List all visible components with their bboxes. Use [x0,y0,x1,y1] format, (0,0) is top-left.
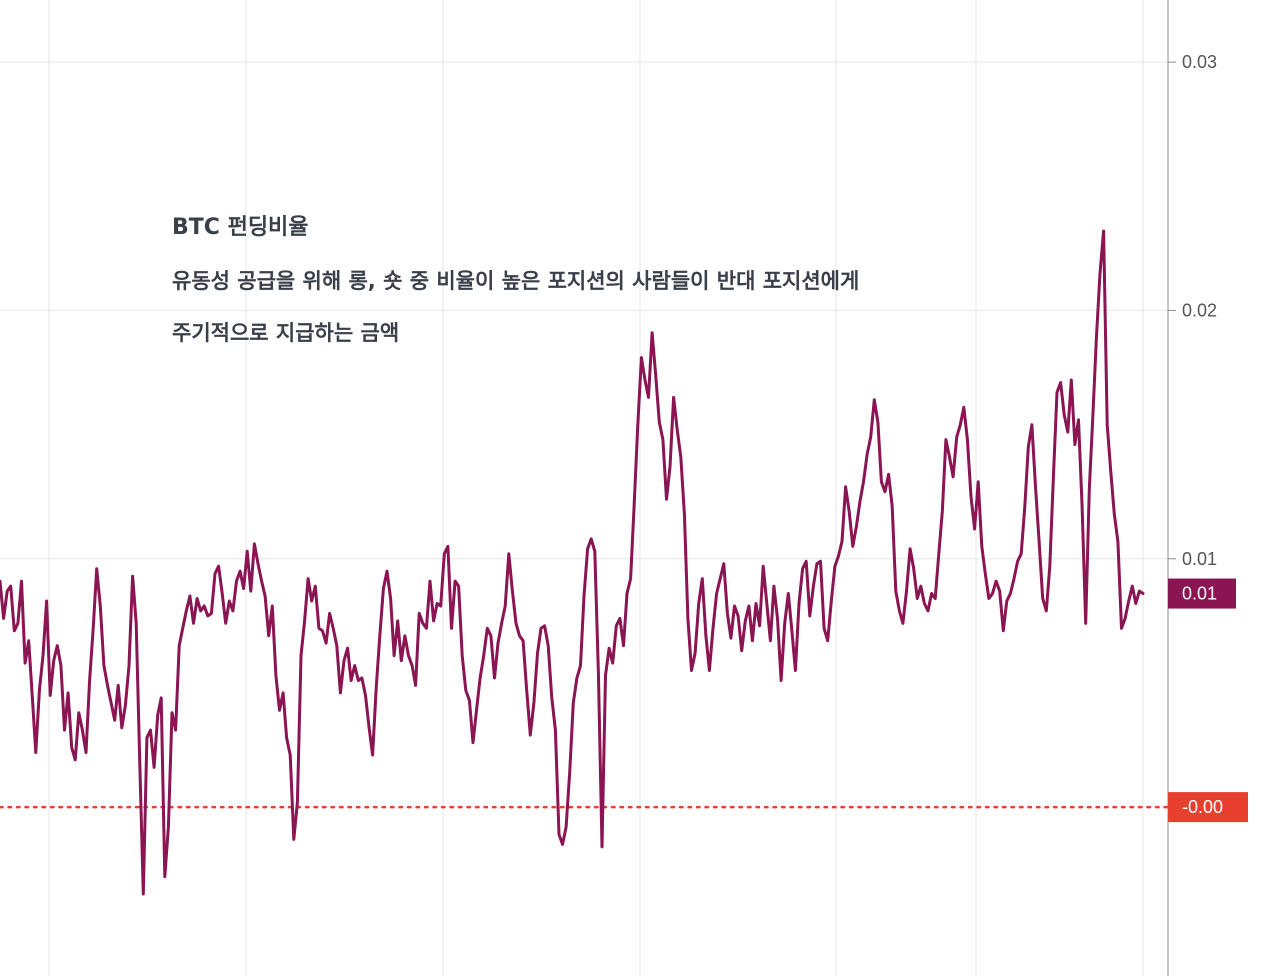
last-value-badge: 0.01 [1168,578,1236,609]
y-axis-ticks: 0.03 0.02 0.01 [1168,52,1217,569]
chart-title: BTC 펀딩비율 [172,215,309,240]
y-tick-label: 0.01 [1182,549,1217,569]
annotation-line-2: 주기적으로 지급하는 금액 [172,321,399,345]
y-tick-label: 0.02 [1182,300,1217,320]
grid [0,0,1168,976]
zero-value-label: -0.00 [1182,797,1223,817]
last-value-label: 0.01 [1182,584,1217,604]
series-line [0,229,1145,896]
zero-value-badge-bg [1168,792,1248,823]
y-tick-label: 0.03 [1182,52,1217,72]
annotation-line-1: 유동성 공급을 위해 롱, 숏 중 비율이 높은 포지션의 사람들이 반대 포지… [172,269,859,293]
zero-value-badge: -0.00 [1168,792,1248,823]
last-value-badge-bg [1168,578,1236,609]
